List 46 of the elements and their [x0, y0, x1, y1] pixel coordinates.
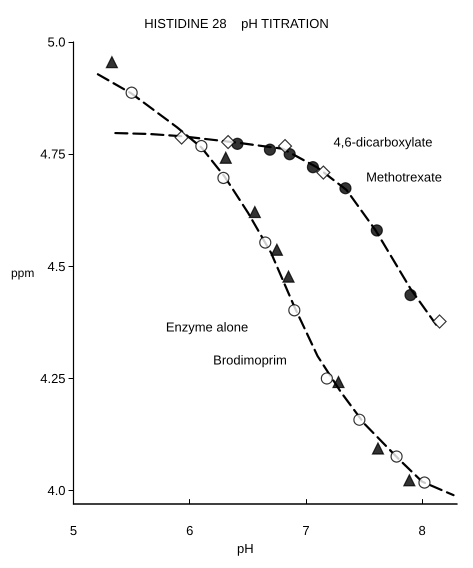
y-tick-label: 4.25	[40, 370, 66, 386]
point	[432, 314, 447, 329]
x-tick-label: 7	[302, 523, 310, 538]
point	[284, 148, 296, 160]
point	[390, 450, 403, 463]
annotation: Brodimoprim	[213, 352, 287, 368]
x-axis-title: pH	[236, 541, 254, 556]
point	[126, 86, 138, 99]
point	[316, 165, 330, 180]
chart-title: HISTIDINE 28 pH TITRATION	[144, 16, 329, 31]
point	[220, 134, 236, 150]
x-tick-label: 8	[418, 523, 426, 538]
point	[370, 224, 383, 237]
point	[220, 152, 232, 164]
point	[404, 288, 417, 302]
point	[320, 372, 333, 385]
point	[174, 130, 189, 145]
point	[195, 140, 208, 152]
point	[270, 244, 283, 256]
point	[403, 474, 416, 486]
point	[264, 144, 276, 156]
point	[106, 56, 118, 68]
y-tick-label: 4.5	[47, 258, 66, 274]
point	[332, 376, 345, 388]
point	[372, 442, 384, 455]
line-series	[96, 73, 455, 496]
annotation: 4,6-dicarboxylate	[334, 134, 432, 150]
annotation: Methotrexate	[366, 170, 442, 184]
point	[339, 182, 352, 194]
point	[282, 270, 295, 283]
y-tick-label: 4.75	[40, 146, 66, 162]
y-tick-label: 5.0	[47, 34, 66, 50]
point	[288, 304, 300, 316]
point	[217, 172, 230, 184]
point	[231, 138, 244, 150]
x-tick-label: 6	[186, 523, 194, 538]
x-tick-label: 5	[70, 523, 78, 538]
point	[278, 138, 292, 154]
point	[418, 476, 431, 489]
annotation: Enzyme alone	[166, 320, 248, 334]
y-tick-label: 4.0	[47, 483, 66, 498]
point	[248, 206, 261, 218]
point	[259, 236, 272, 249]
y-axis-title: ppm	[11, 266, 34, 280]
point	[306, 161, 320, 174]
point	[353, 414, 366, 426]
